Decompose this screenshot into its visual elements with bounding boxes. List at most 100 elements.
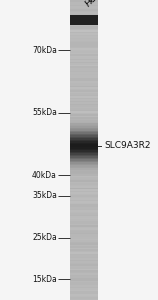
Bar xyxy=(70,142,98,144)
Bar xyxy=(70,68,98,69)
Bar xyxy=(70,180,98,182)
Bar xyxy=(70,122,98,123)
Bar xyxy=(70,130,98,132)
Bar xyxy=(70,46,98,48)
Bar xyxy=(70,147,98,148)
Bar xyxy=(70,63,98,64)
Bar xyxy=(70,220,98,222)
Bar xyxy=(70,8,98,9)
Bar xyxy=(70,40,98,42)
Bar xyxy=(70,111,98,112)
Bar xyxy=(70,164,98,165)
Bar xyxy=(70,285,98,286)
Bar xyxy=(70,3,98,4)
Bar xyxy=(70,273,98,274)
Bar xyxy=(70,210,98,212)
Bar xyxy=(70,21,98,22)
Bar xyxy=(70,85,98,87)
Bar xyxy=(70,232,98,234)
Bar xyxy=(70,216,98,218)
Bar xyxy=(70,36,98,38)
Bar xyxy=(70,128,98,129)
Bar xyxy=(70,141,98,142)
Bar xyxy=(70,124,98,126)
Bar xyxy=(70,146,98,147)
Bar xyxy=(70,99,98,100)
Bar xyxy=(70,298,98,300)
Bar xyxy=(70,118,98,120)
Bar xyxy=(70,20,98,21)
Bar xyxy=(70,134,98,135)
Bar xyxy=(70,282,98,284)
Bar xyxy=(70,255,98,256)
Bar xyxy=(70,123,98,124)
Bar xyxy=(70,264,98,266)
Bar xyxy=(70,291,98,292)
Bar xyxy=(70,129,98,130)
Bar xyxy=(70,80,98,81)
Bar xyxy=(70,297,98,298)
Bar xyxy=(70,286,98,288)
Bar xyxy=(70,236,98,237)
Bar xyxy=(70,132,98,134)
Bar xyxy=(70,116,98,117)
Bar xyxy=(70,234,98,236)
Bar xyxy=(70,183,98,184)
Bar xyxy=(70,108,98,110)
Bar xyxy=(70,196,98,198)
Bar xyxy=(70,150,98,152)
Bar xyxy=(70,28,98,30)
Bar xyxy=(70,244,98,246)
Bar xyxy=(70,106,98,108)
Text: HeLa: HeLa xyxy=(84,0,106,8)
Bar xyxy=(70,272,98,273)
Bar xyxy=(70,148,98,150)
Bar xyxy=(70,74,98,75)
Bar xyxy=(70,154,98,156)
Bar xyxy=(70,12,98,14)
Bar xyxy=(70,15,98,25)
Bar xyxy=(70,184,98,186)
Text: 35kDa: 35kDa xyxy=(32,191,57,200)
Bar xyxy=(70,98,98,99)
Bar xyxy=(70,200,98,201)
Bar xyxy=(70,57,98,58)
Bar xyxy=(70,270,98,272)
Bar xyxy=(70,84,98,86)
Bar xyxy=(70,250,98,252)
Bar xyxy=(70,158,98,159)
Bar xyxy=(70,294,98,296)
Bar xyxy=(70,292,98,294)
Bar xyxy=(70,296,98,297)
Bar xyxy=(70,100,98,102)
Bar xyxy=(70,96,98,98)
Bar xyxy=(70,219,98,220)
Bar xyxy=(70,82,98,84)
Bar xyxy=(70,212,98,213)
Bar xyxy=(70,252,98,254)
Bar xyxy=(70,78,98,80)
Bar xyxy=(70,261,98,262)
Bar xyxy=(70,195,98,196)
Bar xyxy=(70,201,98,202)
Bar xyxy=(70,14,98,15)
Bar xyxy=(70,226,98,228)
Bar xyxy=(70,51,98,52)
Bar xyxy=(70,280,98,282)
Bar xyxy=(70,34,98,36)
Bar xyxy=(70,22,98,24)
Bar xyxy=(70,246,98,247)
Bar xyxy=(70,249,98,250)
Bar xyxy=(70,156,98,158)
Bar xyxy=(70,32,98,33)
Bar xyxy=(70,266,98,267)
Bar xyxy=(70,152,98,153)
Bar xyxy=(70,228,98,230)
Bar xyxy=(70,268,98,270)
Bar xyxy=(70,225,98,226)
Bar xyxy=(70,254,98,255)
Bar xyxy=(70,48,98,50)
Bar xyxy=(70,206,98,207)
Bar xyxy=(70,66,98,68)
Bar xyxy=(70,267,98,268)
